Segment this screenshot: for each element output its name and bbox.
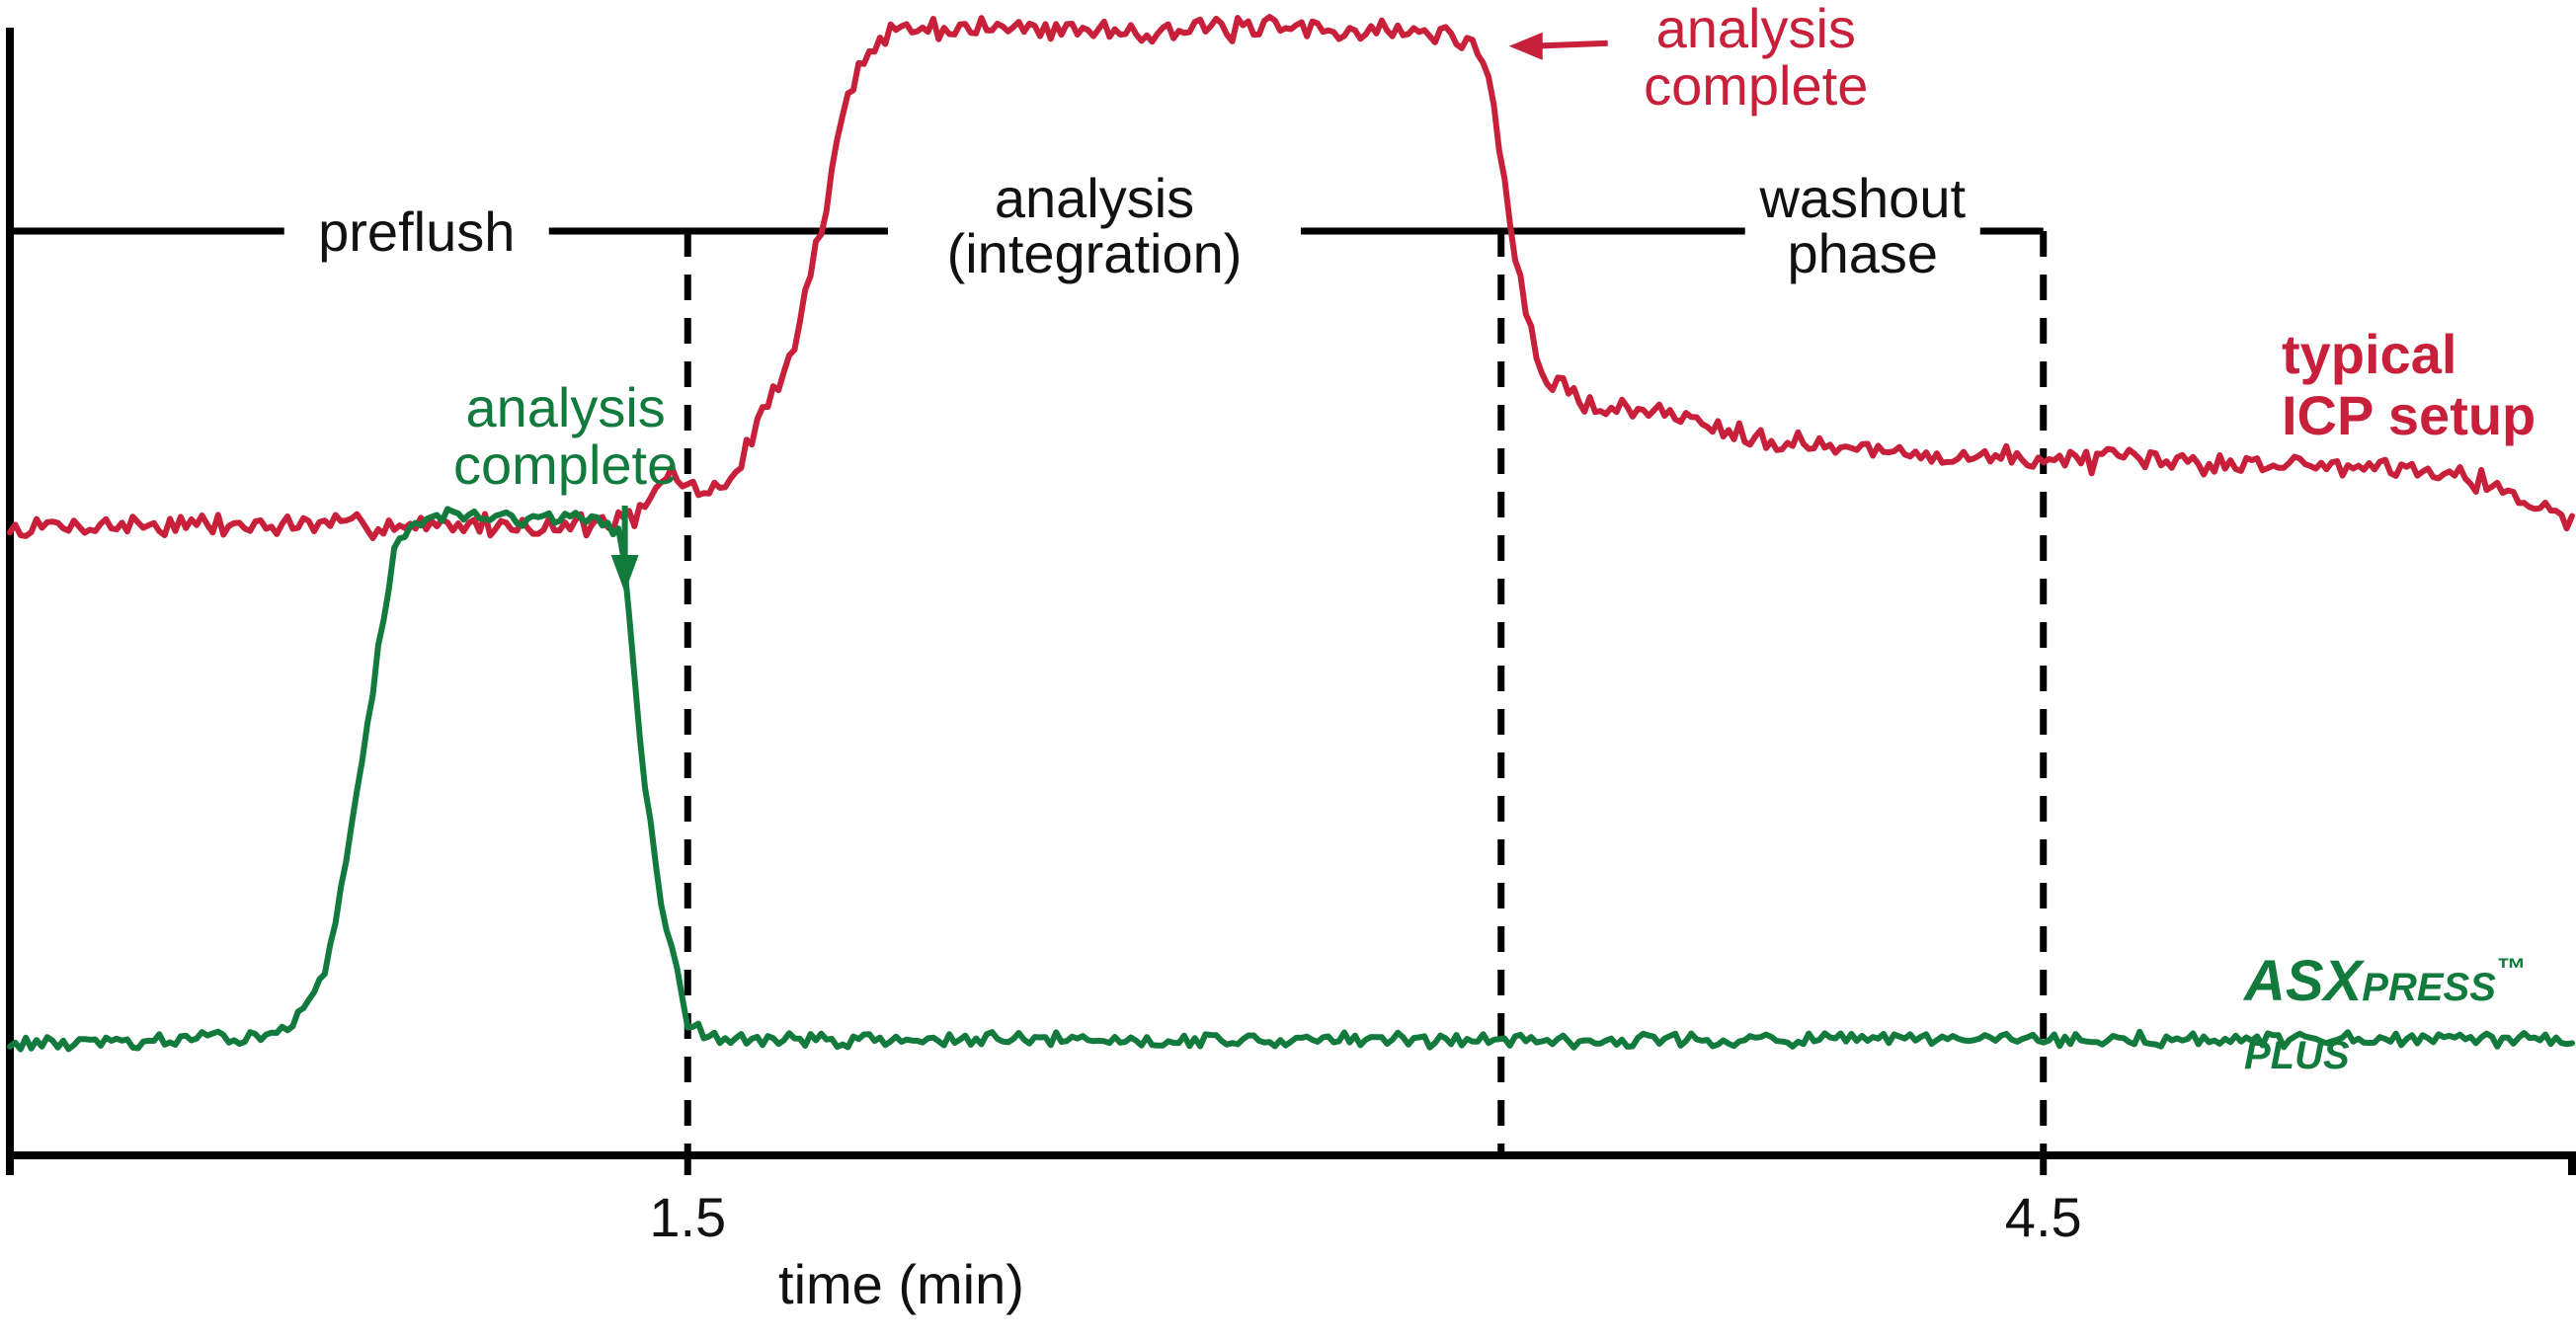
- annotation-green-arrow-head: [610, 555, 639, 592]
- series-label-typical-icp-setup-line-0: typical: [2282, 323, 2456, 385]
- x-ticks: 1.5 4.5: [649, 1155, 2082, 1248]
- series-line-typical-icp-setup: [7, 14, 2575, 541]
- series-label-asxpress-plus-line-1: PLUS: [2244, 1034, 2350, 1077]
- phase-dividers: [684, 231, 2048, 1155]
- annotation-red-line-1: complete: [1644, 54, 1868, 117]
- phase-label-2-line-1: phase: [1787, 222, 1938, 284]
- annotation-green-line-1: complete: [453, 434, 678, 496]
- phase-labels: preflush analysis(integration) washoutphas…: [318, 167, 1966, 284]
- annotation-red-line-0: analysis: [1656, 0, 1856, 59]
- series-label-asxpress-plus-line-0: ASXPRESS™: [2242, 949, 2526, 1013]
- phase-label-0: preflush: [318, 200, 515, 263]
- phase-label-1: analysis(integration): [947, 167, 1243, 284]
- phase-label-2-line-0: washout: [1758, 167, 1966, 229]
- series-label-asxpress-plus: ASXPRESS™ PLUS: [2242, 949, 2526, 1077]
- press-part: PRESS: [2362, 966, 2496, 1009]
- x-axis-title: time (min): [778, 1253, 1024, 1315]
- phase-label-1-line-0: analysis: [995, 167, 1194, 229]
- asx-part: ASX: [2242, 949, 2366, 1013]
- trademark-part: ™: [2496, 953, 2526, 986]
- annotation-red-arrow-head: [1508, 32, 1543, 60]
- series-line-asxpress-plus: [7, 506, 2575, 1053]
- phase-label-1-line-1: (integration): [947, 222, 1243, 284]
- x-tick-label-0: 1.5: [649, 1186, 726, 1248]
- annotation-green-line-0: analysis: [465, 376, 665, 438]
- annotation-red-arrow-shaft: [1530, 39, 1608, 49]
- series-label-typical-icp-setup-line-1: ICP setup: [2282, 384, 2536, 446]
- x-tick-label-1: 4.5: [2005, 1186, 2082, 1248]
- phase-label-0-line-0: preflush: [318, 200, 515, 263]
